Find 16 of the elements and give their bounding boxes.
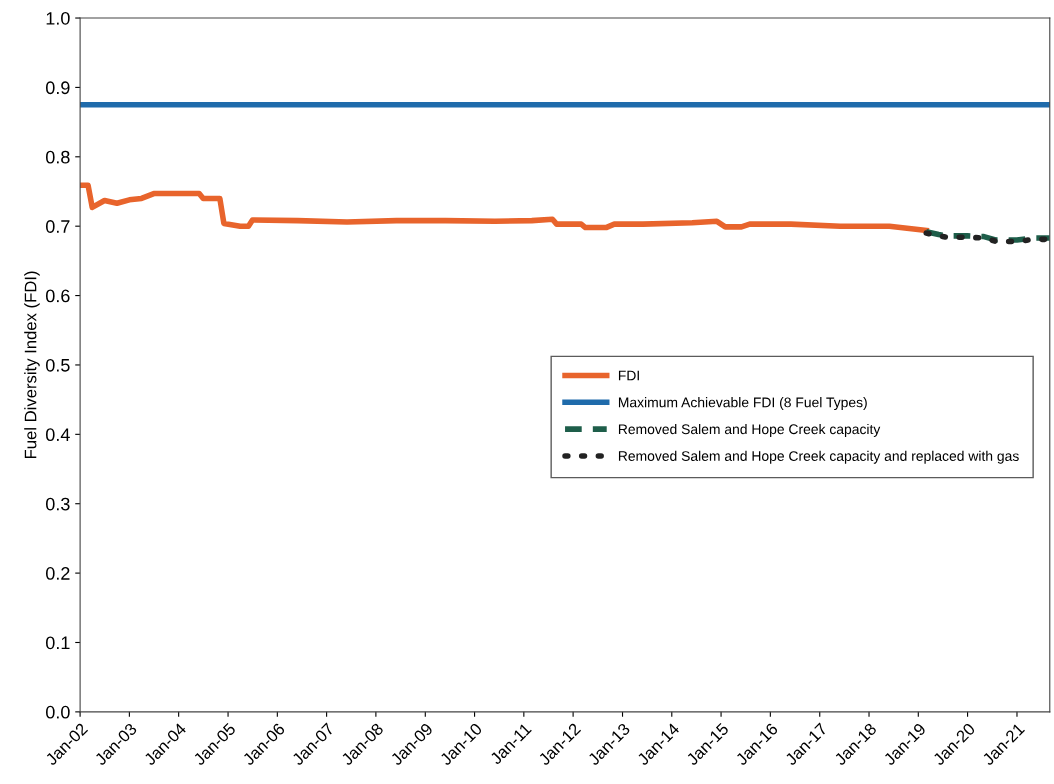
y-tick-label: 1.0 bbox=[46, 11, 70, 25]
y-tick-label: 0.4 bbox=[45, 428, 70, 442]
legend-label: Removed Salem and Hope Creek capacity and replaced with gas bbox=[618, 450, 1019, 464]
y-tick-label: 0.3 bbox=[45, 497, 70, 511]
y-tick-label: 0.9 bbox=[45, 81, 70, 95]
y-tick-label: 0.1 bbox=[45, 636, 70, 650]
y-tick-label: 0.2 bbox=[45, 567, 70, 580]
y-tick-label: 0.6 bbox=[45, 289, 70, 303]
legend-label: Removed Salem and Hope Creek capacity bbox=[618, 423, 881, 437]
y-tick-label: 0.8 bbox=[45, 150, 70, 164]
y-tick-label: 0.5 bbox=[45, 358, 70, 372]
legend-label: Maximum Achievable FDI (8 Fuel Types) bbox=[618, 397, 867, 411]
y-tick-label: 0.0 bbox=[45, 705, 70, 719]
y-tick-label: 0.7 bbox=[45, 220, 70, 233]
y-axis-title: Fuel Diversity Index (FDI) bbox=[24, 271, 40, 459]
legend-label: FDI bbox=[618, 370, 639, 381]
